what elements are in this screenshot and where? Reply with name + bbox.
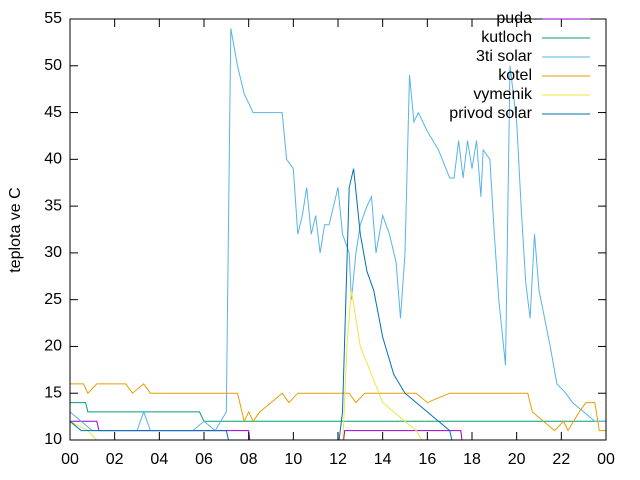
series-line bbox=[70, 28, 606, 432]
x-tick-label: 16 bbox=[418, 451, 436, 468]
y-tick-label: 55 bbox=[44, 10, 62, 27]
y-tick-label: 40 bbox=[44, 151, 62, 168]
legend-label: kutloch bbox=[481, 29, 532, 46]
x-tick-label: 22 bbox=[552, 451, 570, 468]
series-line bbox=[70, 168, 453, 440]
legend-label: puda bbox=[496, 10, 532, 27]
x-tick-label: 18 bbox=[463, 451, 481, 468]
y-tick-label: 10 bbox=[44, 431, 62, 448]
x-tick-label: 08 bbox=[240, 451, 258, 468]
series-line bbox=[70, 420, 463, 440]
y-tick-label: 30 bbox=[44, 244, 62, 261]
x-tick-label: 00 bbox=[61, 451, 79, 468]
legend-label: privod solar bbox=[449, 105, 532, 122]
y-tick-label: 15 bbox=[44, 384, 62, 401]
x-tick-label: 02 bbox=[106, 451, 124, 468]
x-tick-label: 00 bbox=[597, 451, 615, 468]
x-tick-label: 20 bbox=[508, 451, 526, 468]
y-tick-label: 25 bbox=[44, 291, 62, 308]
legend-label: kotel bbox=[498, 67, 532, 84]
y-axis-label: teplota ve C bbox=[7, 187, 24, 272]
x-tick-label: 10 bbox=[284, 451, 302, 468]
y-tick-label: 45 bbox=[44, 104, 62, 121]
series-line bbox=[70, 383, 606, 432]
legend-label: 3ti solar bbox=[476, 48, 533, 65]
series-line bbox=[70, 290, 423, 440]
x-tick-label: 04 bbox=[150, 451, 168, 468]
x-tick-label: 14 bbox=[374, 451, 392, 468]
legend-label: vymenik bbox=[473, 86, 533, 103]
y-tick-label: 50 bbox=[44, 57, 62, 74]
y-tick-label: 35 bbox=[44, 197, 62, 214]
x-tick-label: 06 bbox=[195, 451, 213, 468]
plot-lines bbox=[70, 28, 606, 440]
series-line bbox=[70, 402, 606, 422]
y-tick-label: 20 bbox=[44, 338, 62, 355]
x-tick-label: 12 bbox=[329, 451, 347, 468]
